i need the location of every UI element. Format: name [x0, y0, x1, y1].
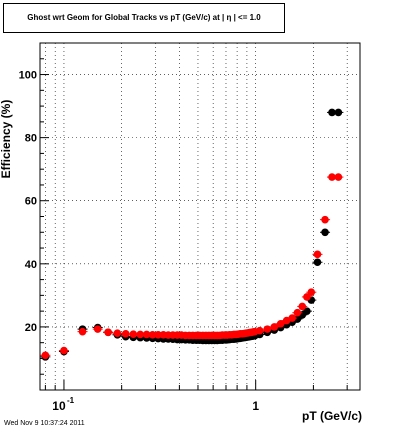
- data-point: [136, 330, 145, 339]
- y-tick-label: 40: [25, 259, 37, 271]
- data-point: [78, 327, 87, 336]
- data-point: [298, 302, 307, 311]
- data-point: [121, 330, 130, 338]
- data-point: [313, 258, 322, 267]
- data-point: [328, 173, 336, 181]
- data-point: [148, 330, 157, 339]
- data-point: [276, 319, 285, 328]
- data-point: [104, 328, 112, 337]
- chart-title: Ghost wrt Geom for Global Tracks vs pT (…: [3, 3, 285, 33]
- data-point: [142, 330, 151, 339]
- y-tick-label: 100: [19, 70, 37, 82]
- data-point: [321, 228, 329, 237]
- x-axis-label: pT (GeV/c): [301, 409, 362, 423]
- data-point: [263, 325, 272, 333]
- y-tick-label: 20: [25, 322, 37, 334]
- data-point: [288, 314, 296, 322]
- y-tick-label: 80: [25, 133, 37, 145]
- x-tick-label: 10: [52, 399, 66, 413]
- x-tick-label: 1: [252, 399, 259, 413]
- data-point: [154, 330, 162, 339]
- data-point: [129, 330, 138, 338]
- data-point: [41, 351, 50, 360]
- data-point: [293, 308, 302, 317]
- data-point: [334, 173, 343, 181]
- data-point: [321, 215, 329, 224]
- y-axis-label: Efficiency (%): [0, 99, 13, 179]
- data-point: [270, 323, 279, 331]
- data-point: [113, 329, 122, 338]
- data-point: [334, 108, 343, 117]
- data-point: [93, 325, 102, 333]
- y-tick-label: 60: [25, 196, 37, 208]
- timestamp: Wed Nov 9 10:37:24 2011: [4, 420, 85, 427]
- data-point: [60, 346, 68, 355]
- data-point: [307, 288, 316, 297]
- x-tick-exponent: -1: [67, 396, 75, 405]
- data-point: [303, 307, 311, 315]
- data-point: [313, 250, 322, 259]
- data-point: [255, 326, 264, 335]
- data-point: [328, 108, 336, 117]
